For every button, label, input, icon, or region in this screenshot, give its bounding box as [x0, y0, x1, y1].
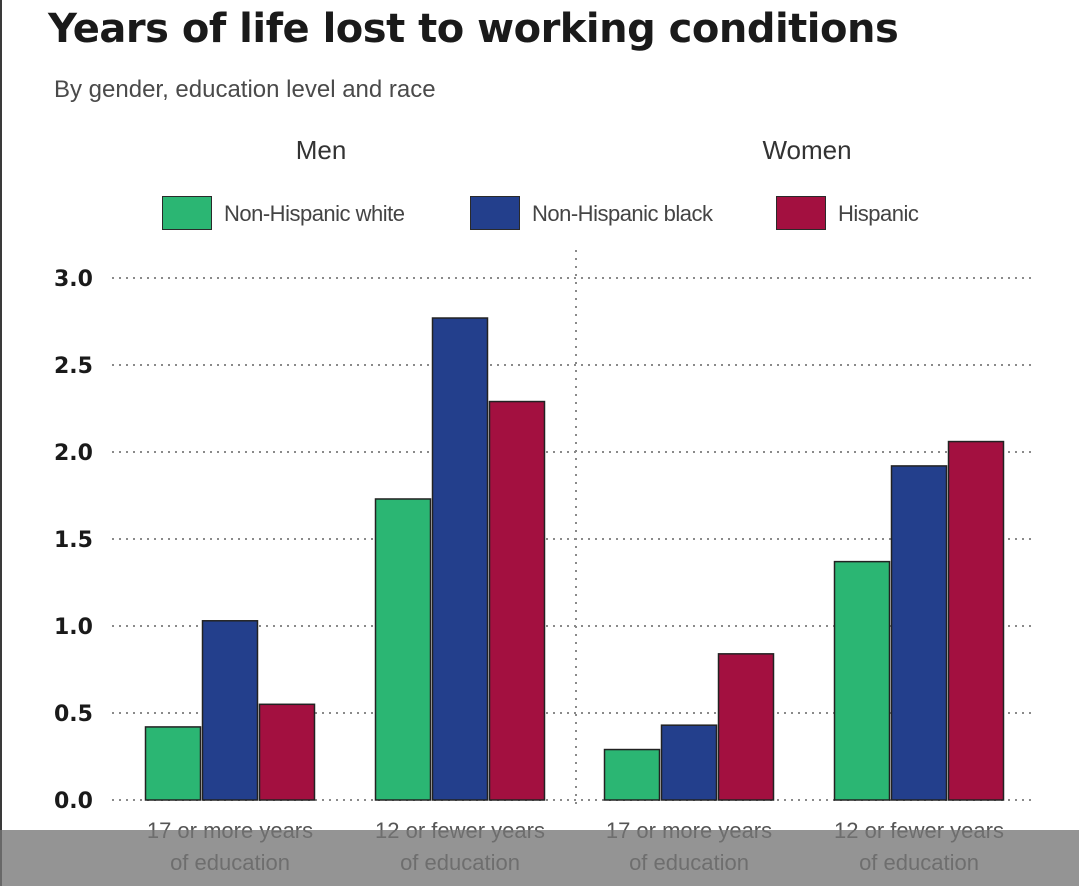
bar-women-non-hispanic-white — [603, 748, 661, 801]
bar-women-non-hispanic-black — [660, 724, 718, 801]
bar-men-non-hispanic-white — [144, 726, 202, 801]
y-tick-label: 2.0 — [54, 441, 93, 466]
panel-title-men: Men — [295, 135, 347, 165]
bar-men-non-hispanic-black — [201, 620, 259, 801]
bar-men-hispanic — [258, 703, 316, 801]
y-tick-label: 1.0 — [54, 615, 93, 640]
bar-women-non-hispanic-white — [833, 560, 891, 801]
y-tick-label: 0.0 — [54, 789, 93, 814]
bar-men-hispanic — [488, 400, 546, 801]
legend-label-non-hispanic-black: Non-Hispanic black — [532, 201, 713, 226]
bar-women-hispanic — [717, 653, 775, 801]
chart-title: Years of life lost to working conditions — [48, 6, 899, 52]
bar-women-non-hispanic-black — [890, 465, 948, 801]
legend-swatch-non-hispanic-black — [470, 196, 520, 230]
bottom-overlay-bar — [0, 830, 1079, 886]
bar-men-non-hispanic-white — [374, 498, 432, 801]
legend-swatch-non-hispanic-white — [162, 196, 212, 230]
legend-label-non-hispanic-white: Non-Hispanic white — [224, 201, 405, 226]
left-frame-edge — [0, 0, 2, 886]
y-tick-label: 0.5 — [54, 702, 93, 727]
bar-women-hispanic — [947, 440, 1005, 801]
y-tick-label: 1.5 — [54, 528, 93, 553]
legend-label-hispanic: Hispanic — [838, 201, 919, 226]
bar-men-non-hispanic-black — [431, 317, 489, 801]
panel-title-women: Women — [762, 135, 852, 165]
chart-subtitle: By gender, education level and race — [54, 76, 436, 103]
y-tick-label: 2.5 — [54, 354, 93, 379]
y-tick-label: 3.0 — [54, 267, 93, 292]
legend-swatch-hispanic — [776, 196, 826, 230]
